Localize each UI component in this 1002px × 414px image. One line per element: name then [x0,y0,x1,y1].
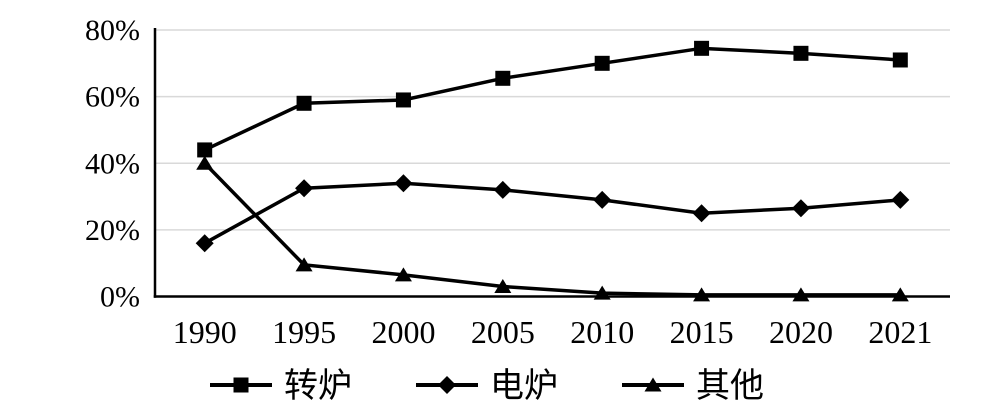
y-axis-tick-labels: 0% 20% 40% 60% 80% [85,14,140,314]
x-axis-tick-label: 1995 [272,314,336,350]
x-axis-tick-label: 2021 [868,314,932,350]
series-line-converter [203,46,901,152]
marker-electric [493,180,512,199]
series-line-electric [203,181,901,245]
legend-label-other: 其他 [696,368,764,405]
y-axis-tick-label: 20% [85,214,140,247]
x-axis-tick-label: 1990 [173,314,237,350]
marker-converter [197,142,213,158]
marker-electric [791,199,810,218]
series-electric [195,174,910,253]
marker-other [196,155,214,170]
x-axis-tick-label: 2020 [769,314,833,350]
x-axis-tick-labels: 1990 1995 2000 2005 2010 2015 2020 2021 [173,314,933,350]
legend-label-electric: 电炉 [490,367,558,405]
legend-item-converter: 转炉 [210,367,352,405]
marker-other [295,257,313,272]
series-group [195,40,910,302]
y-axis-tick-label: 40% [85,147,140,180]
marker-electric [593,190,612,209]
legend-marker-converter [233,377,249,393]
marker-electric [195,234,214,253]
marker-converter [594,55,610,71]
marker-other [494,279,512,294]
marker-electric [394,174,413,193]
marker-electric [692,204,711,223]
marker-other [394,267,412,282]
gridlines-group [155,29,950,231]
legend: 转炉 电炉 其他 [210,367,764,405]
marker-converter [395,92,411,108]
x-axis-tick-label: 2015 [670,314,734,350]
marker-electric [295,179,314,198]
marker-converter [793,45,809,61]
marker-other [593,285,611,300]
marker-converter [495,70,511,86]
marker-converter [892,52,908,68]
series-other [196,155,909,302]
legend-label-converter: 转炉 [284,367,352,405]
legend-marker-other [644,377,662,392]
y-axis-tick-label: 80% [85,14,140,47]
marker-other [891,287,909,302]
marker-other [792,287,810,302]
x-axis-tick-label: 2005 [471,314,535,350]
marker-other [693,287,711,302]
y-axis-tick-label: 0% [100,281,140,314]
marker-converter [296,95,312,111]
legend-marker-electric [438,376,456,394]
marker-converter [694,40,710,56]
series-line-other [203,162,901,297]
series-converter [197,40,908,158]
legend-item-electric: 电炉 [416,367,558,405]
legend-item-other: 其他 [622,368,764,405]
y-axis-tick-label: 60% [85,81,140,114]
marker-electric [891,190,910,209]
x-axis-tick-label: 2010 [570,314,634,350]
x-axis-tick-label: 2000 [371,314,435,350]
